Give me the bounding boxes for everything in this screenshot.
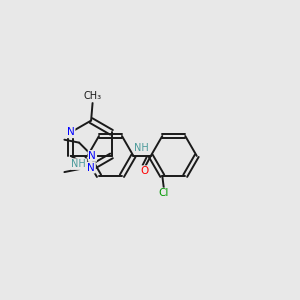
Text: N: N bbox=[88, 151, 96, 161]
Text: NH: NH bbox=[134, 142, 148, 153]
Text: O: O bbox=[140, 166, 148, 176]
Text: CH₃: CH₃ bbox=[83, 92, 102, 101]
Text: N: N bbox=[87, 163, 95, 173]
Text: Cl: Cl bbox=[159, 188, 169, 198]
Text: NH: NH bbox=[71, 159, 86, 169]
Text: N: N bbox=[67, 127, 75, 137]
